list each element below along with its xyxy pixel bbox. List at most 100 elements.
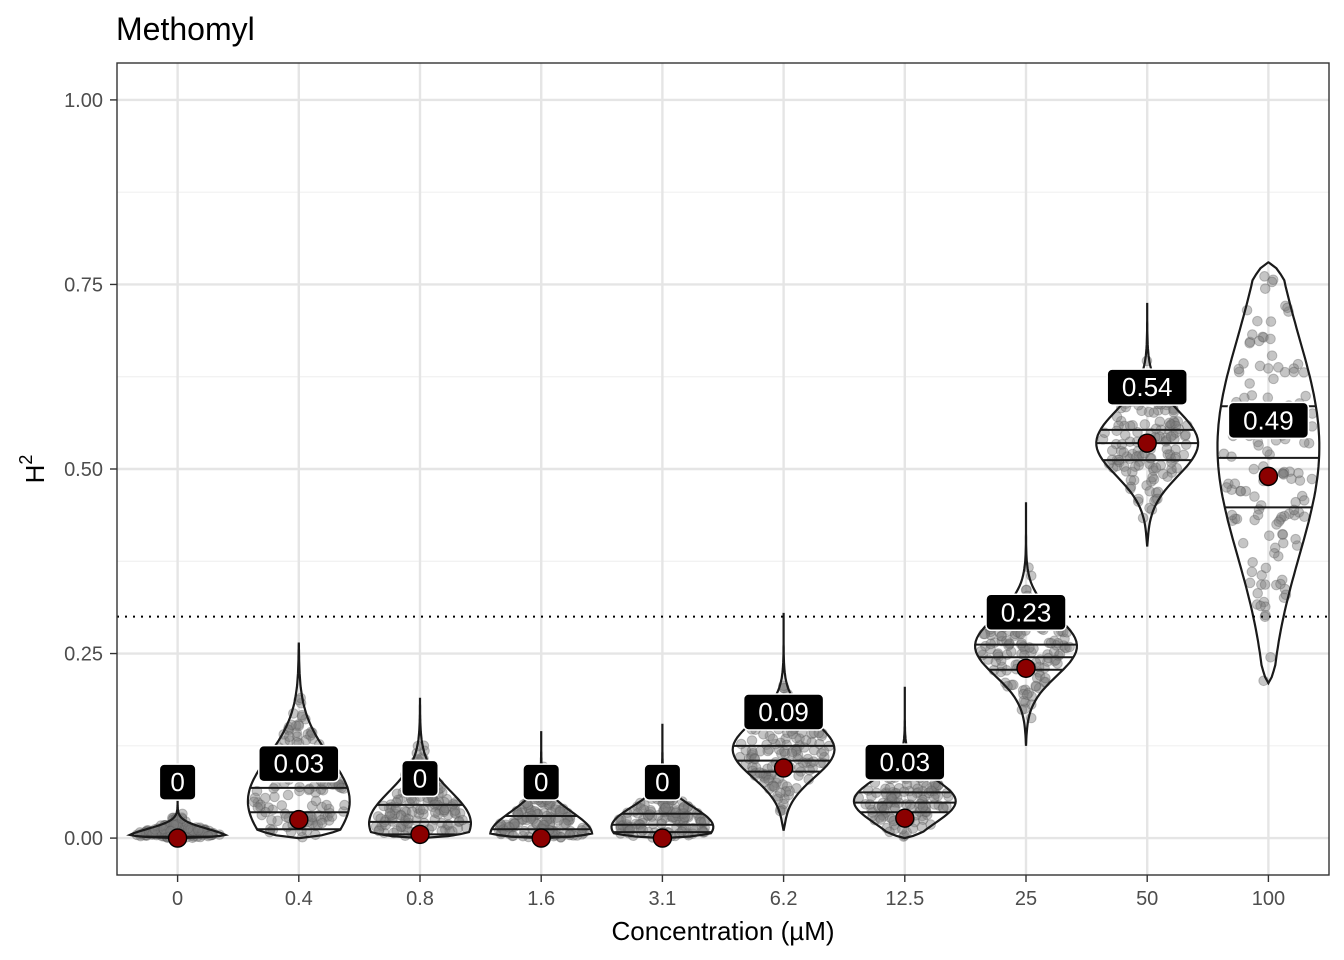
data-point xyxy=(384,808,396,819)
data-point xyxy=(1247,329,1258,340)
data-point xyxy=(1276,511,1287,523)
data-point xyxy=(526,811,537,823)
data-point xyxy=(1111,411,1123,423)
data-point xyxy=(1223,478,1234,490)
violin-outline xyxy=(1216,261,1321,686)
data-point xyxy=(772,790,783,802)
data-point xyxy=(1273,362,1284,373)
data-point xyxy=(764,730,776,742)
data-point xyxy=(519,825,530,837)
data-point xyxy=(255,799,266,811)
data-point xyxy=(1262,363,1274,374)
data-point xyxy=(539,817,550,829)
data-point xyxy=(1226,509,1238,521)
data-point xyxy=(1299,511,1310,523)
data-point xyxy=(778,798,789,810)
data-point xyxy=(185,824,197,835)
data-point xyxy=(376,820,387,831)
data-point xyxy=(1231,513,1243,525)
x-tick-label: 0 xyxy=(172,888,183,910)
data-point xyxy=(321,799,332,811)
data-point xyxy=(1021,689,1033,701)
data-point xyxy=(763,744,775,755)
data-point xyxy=(438,806,450,818)
data-point xyxy=(771,777,782,789)
data-point xyxy=(1293,467,1304,479)
violin-outline xyxy=(489,731,594,840)
data-point xyxy=(783,789,794,801)
data-point xyxy=(1148,473,1160,485)
data-point xyxy=(913,801,925,812)
data-point xyxy=(1165,431,1177,442)
data-point xyxy=(1276,574,1288,586)
data-point xyxy=(1020,697,1031,708)
data-point xyxy=(436,817,448,829)
data-point xyxy=(546,807,557,818)
data-point xyxy=(1279,510,1290,522)
data-point xyxy=(1255,600,1266,612)
data-point xyxy=(1143,406,1155,418)
data-point xyxy=(400,806,412,818)
data-point xyxy=(1150,462,1162,474)
x-axis-title: Concentration (µM) xyxy=(611,916,834,946)
data-point xyxy=(1147,462,1159,474)
data-point xyxy=(904,799,916,810)
mean-label: 0.54 xyxy=(1122,372,1173,402)
data-point xyxy=(1279,366,1291,378)
data-point xyxy=(889,803,901,814)
data-point xyxy=(439,804,450,816)
data-point xyxy=(763,772,775,784)
data-point xyxy=(763,774,774,786)
mean-point xyxy=(1137,433,1157,453)
data-point xyxy=(1258,596,1270,608)
data-point xyxy=(1265,316,1277,327)
data-point xyxy=(767,781,778,792)
data-point xyxy=(1229,478,1241,490)
data-point xyxy=(1300,390,1311,402)
data-point xyxy=(412,802,423,814)
data-point xyxy=(1296,490,1308,502)
data-point xyxy=(399,805,411,817)
data-point xyxy=(1256,569,1268,581)
grid xyxy=(117,63,1329,875)
data-point xyxy=(158,824,170,836)
data-point xyxy=(1268,373,1279,385)
data-point xyxy=(1255,500,1267,511)
data-point xyxy=(269,791,280,803)
data-point xyxy=(1248,463,1260,475)
data-point xyxy=(1154,431,1165,442)
mean-label-box xyxy=(643,763,682,801)
data-point xyxy=(172,815,184,827)
data-point xyxy=(1266,276,1278,288)
data-point xyxy=(1125,483,1136,495)
data-point xyxy=(1277,468,1289,479)
data-point xyxy=(787,746,798,758)
data-point xyxy=(1256,579,1267,590)
data-point xyxy=(799,742,810,753)
data-point xyxy=(316,817,328,829)
data-point xyxy=(1260,609,1271,621)
data-point xyxy=(773,744,785,755)
data-point xyxy=(1128,474,1140,486)
mean-label-box xyxy=(522,763,561,801)
data-point xyxy=(293,720,305,732)
data-point xyxy=(1034,670,1046,681)
y-axis: 0.00 0.25 0.50 0.75 1.00 xyxy=(64,90,117,850)
data-point xyxy=(1131,451,1143,462)
x-tick-label: 25 xyxy=(1015,888,1037,910)
data-point xyxy=(1026,691,1037,702)
mean-label-box xyxy=(1227,401,1310,440)
mean-point xyxy=(773,758,794,778)
data-point xyxy=(429,807,441,818)
data-point xyxy=(1226,484,1237,496)
data-point xyxy=(1144,485,1155,497)
data-point xyxy=(1023,687,1034,699)
mean-label-box xyxy=(158,763,197,801)
data-point xyxy=(1240,485,1252,497)
data-point xyxy=(1115,445,1127,457)
data-point xyxy=(395,809,407,821)
data-point xyxy=(518,814,529,825)
y-tick-label: 0.50 xyxy=(64,459,103,481)
data-point xyxy=(1008,679,1019,691)
data-point xyxy=(1154,416,1166,428)
